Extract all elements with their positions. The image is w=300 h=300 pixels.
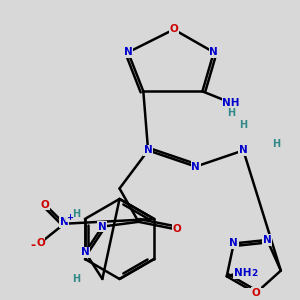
Text: N: N (239, 146, 248, 155)
Text: H: H (72, 209, 80, 219)
Text: 2: 2 (251, 269, 258, 278)
Text: O: O (169, 24, 178, 34)
Text: N: N (263, 235, 272, 245)
Text: O: O (251, 288, 260, 298)
Text: H: H (273, 139, 281, 149)
Text: H: H (239, 120, 247, 130)
Text: O: O (41, 200, 50, 210)
Text: O: O (172, 224, 181, 234)
Text: H: H (72, 274, 80, 284)
Text: N: N (191, 162, 200, 172)
Text: N: N (209, 47, 218, 57)
Text: NH: NH (222, 98, 240, 108)
Text: -: - (31, 239, 36, 252)
Text: NH: NH (234, 268, 251, 278)
Text: N: N (230, 238, 238, 248)
Text: N: N (98, 222, 107, 232)
Text: N: N (144, 146, 152, 155)
Text: +: + (67, 213, 73, 222)
Text: N: N (124, 47, 133, 57)
Text: N: N (60, 217, 69, 227)
Text: N: N (81, 247, 90, 257)
Text: O: O (36, 238, 45, 248)
Text: H: H (227, 108, 235, 118)
